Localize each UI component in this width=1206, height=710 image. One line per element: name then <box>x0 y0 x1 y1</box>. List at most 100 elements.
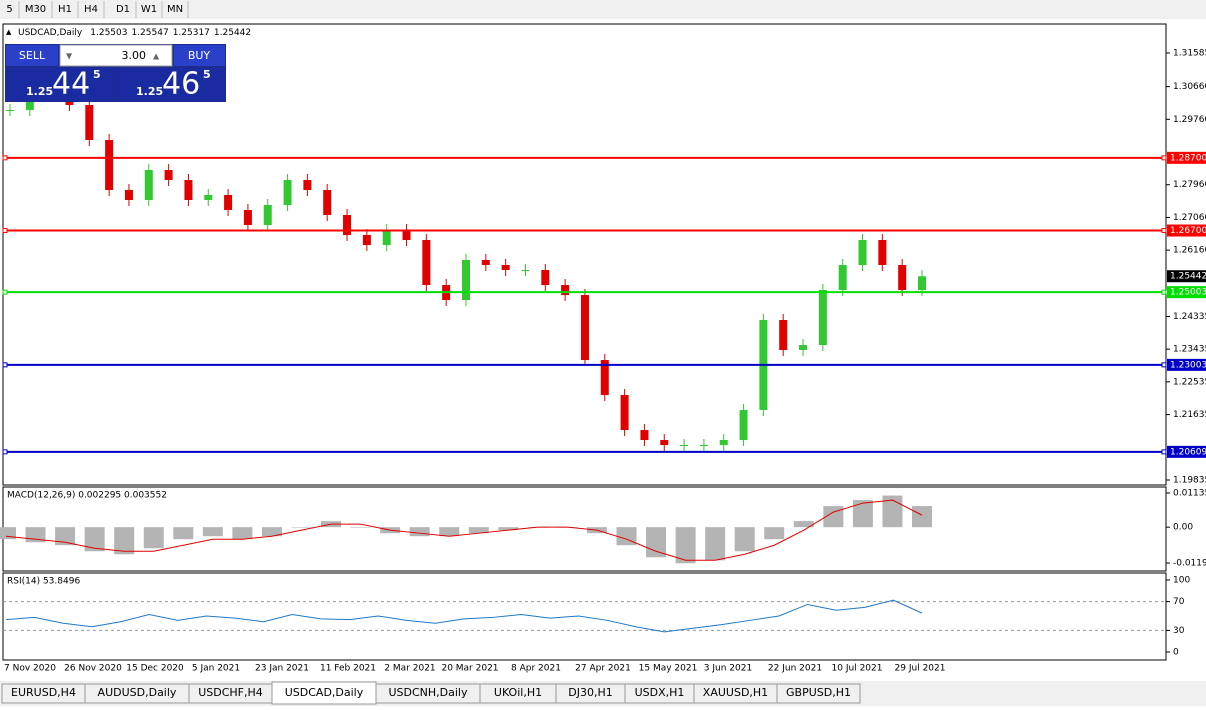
sell-label: SELL <box>19 49 46 62</box>
macd-bar <box>143 527 164 549</box>
candle <box>343 214 352 236</box>
sell-button[interactable] <box>6 45 58 66</box>
x-tick-label: 5 Jan 2021 <box>192 664 240 674</box>
macd-bar <box>409 527 430 537</box>
level-label-bg <box>1167 224 1206 237</box>
candle <box>303 180 312 190</box>
level-label-bg <box>1167 445 1206 458</box>
y-tick-label: 1.24335 <box>1173 312 1206 322</box>
sell-price-box[interactable] <box>6 68 115 101</box>
tab-label: GBPUSD,H1 <box>786 686 851 699</box>
level-label-bg <box>1167 151 1206 164</box>
timeframe-button[interactable]: M30 <box>25 4 46 15</box>
macd-bar <box>852 500 873 528</box>
macd-bar <box>675 527 696 564</box>
x-tick-label: 29 Jul 2021 <box>895 664 946 674</box>
y-tick-label: 1.19835 <box>1173 475 1206 485</box>
buy-button[interactable] <box>174 45 225 66</box>
level-handle <box>1161 228 1167 234</box>
macd-bar <box>764 527 785 540</box>
candle <box>144 170 153 200</box>
main-panel <box>2 23 1167 486</box>
volume-input[interactable] <box>59 44 173 67</box>
timeframe-button[interactable]: H1 <box>58 4 72 15</box>
sell-big: 44 <box>52 67 90 102</box>
level-handle <box>1161 289 1167 295</box>
candle <box>224 195 233 211</box>
level-label: 1.26700 <box>1170 226 1206 236</box>
candle <box>283 180 292 206</box>
level-label-bg <box>1167 358 1206 371</box>
buy-price-box[interactable] <box>117 68 225 101</box>
sell-small: 5 <box>93 68 101 81</box>
y-tick-label: 1.22535 <box>1173 377 1206 387</box>
buy-label: BUY <box>188 49 211 62</box>
current-price-bg <box>1167 270 1206 283</box>
x-tick-label: 11 Feb 2021 <box>320 664 376 674</box>
candle <box>481 260 490 266</box>
y-tick-label: 0 <box>1173 648 1179 658</box>
y-tick-label: 0.00 <box>1173 523 1193 533</box>
symbol-info: USDCAD,Daily 1.25503 1.25547 1.25317 1.25442 <box>18 28 251 38</box>
candle <box>541 270 550 286</box>
macd-bar <box>0 527 16 540</box>
symbol-info-high: 1.25547 <box>131 28 168 38</box>
candle <box>124 189 133 200</box>
macd-bar <box>734 527 755 552</box>
timeframe-button[interactable]: 5 <box>6 4 12 15</box>
macd-bar <box>646 527 667 558</box>
timeframe-button[interactable]: W1 <box>141 4 157 15</box>
candle <box>580 295 589 361</box>
level-label: 1.28700 <box>1170 153 1206 163</box>
level-label: 1.25003 <box>1170 288 1206 298</box>
x-tick-label: 26 Nov 2020 <box>64 664 122 674</box>
symbol-info-close: 1.25442 <box>214 28 251 38</box>
tab-label: USDCNH,Daily <box>388 686 468 699</box>
level-handle <box>2 155 8 161</box>
symbol-arrow: ▲ <box>6 28 12 36</box>
timeframe-button[interactable]: D1 <box>116 4 130 15</box>
current-price: 1.25442 <box>1170 272 1206 282</box>
candle <box>85 105 94 140</box>
symbol-info-symbol: USDCAD,Daily <box>18 28 83 38</box>
candle <box>382 230 391 246</box>
tab-label: EURUSD,H4 <box>11 686 76 699</box>
buy-prefix: 1.25 <box>136 85 163 98</box>
macd-bar <box>202 527 223 537</box>
rsi-line <box>5 599 923 633</box>
candle <box>818 290 827 346</box>
timeframe-button[interactable]: H4 <box>84 4 98 15</box>
tab[interactable] <box>776 683 861 704</box>
macd-bar <box>173 527 194 540</box>
candle <box>263 205 272 225</box>
rsi-label: RSI(14) 53.8496 <box>7 577 80 587</box>
y-tick-label: -0.01190 <box>1173 558 1206 568</box>
candle <box>600 360 609 396</box>
candle <box>739 410 748 441</box>
y-tick-label: 1.23435 <box>1173 345 1206 355</box>
volume-up[interactable]: ▲ <box>153 52 160 61</box>
x-tick-label: 3 Jun 2021 <box>704 664 752 674</box>
macd-bar <box>439 527 460 537</box>
macd-label: MACD(12,26,9) 0.002295 0.003552 <box>7 491 167 501</box>
candle <box>898 265 907 291</box>
macd-bar <box>350 527 371 528</box>
candle <box>660 440 669 446</box>
macd-bar <box>291 527 312 528</box>
candle <box>184 180 193 200</box>
candle <box>779 320 788 350</box>
x-tick-label: 7 Nov 2020 <box>4 664 56 674</box>
candle <box>680 445 689 447</box>
macd-bar <box>882 495 903 528</box>
candle <box>799 345 808 350</box>
y-tick-label: 1.27060 <box>1173 213 1206 223</box>
timeframe-button[interactable]: MN <box>167 4 183 15</box>
volume-down[interactable]: ▼ <box>66 52 73 61</box>
buy-small: 5 <box>203 68 211 81</box>
level-handle <box>1161 362 1167 368</box>
macd-bar <box>55 527 76 546</box>
tab-label: UKOil,H1 <box>494 686 542 699</box>
macd-bar <box>468 527 489 534</box>
candle <box>719 440 728 446</box>
x-tick-label: 27 Apr 2021 <box>575 664 631 674</box>
